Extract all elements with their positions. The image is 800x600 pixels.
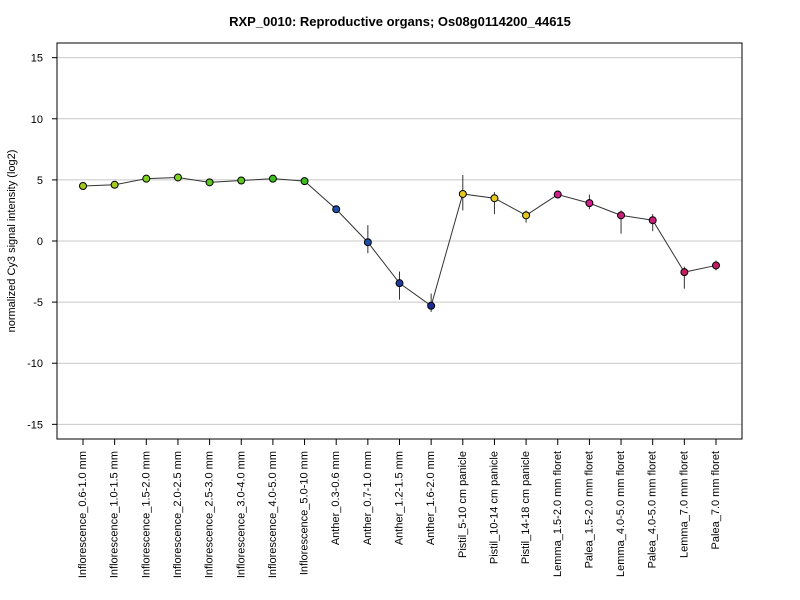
x-tick-label: Anther_0.3-0.6 mm <box>330 451 342 545</box>
y-axis-label: normalized Cy3 signal intensity (log2) <box>6 150 18 333</box>
x-tick-label: Inflorescence_2.5-3.0 mm <box>204 451 216 578</box>
x-axis: Inflorescence_0.6-1.0 mm Inflorescence_1.… <box>77 438 722 578</box>
x-tick-label: Inflorescence_3.0-4.0 mm <box>235 451 247 578</box>
x-tick-label: Pistil_14-18 cm panicle <box>520 451 532 564</box>
data-point <box>680 268 689 277</box>
y-tick-label: 5 <box>37 175 43 187</box>
y-axis: -15 -10 -5 0 5 10 15 <box>27 53 57 431</box>
y-tick-label: 0 <box>37 236 43 248</box>
y-tick-label: -5 <box>33 297 43 309</box>
x-tick-label: Inflorescence_1.0-1.5 mm <box>109 451 121 578</box>
x-tick-label: Inflorescence_4.0-5.0 mm <box>267 451 279 578</box>
data-point <box>585 199 594 208</box>
data-point <box>268 174 277 183</box>
x-tick-label: Inflorescence_2.0-2.5 mm <box>172 451 184 578</box>
data-point <box>553 190 562 199</box>
x-tick-label: Palea_4.0-5.0 mm floret <box>647 451 659 568</box>
chart-title: RXP_0010: Reproductive organs; Os08g0114… <box>229 14 571 29</box>
x-tick-label: Lemma_4.0-5.0 mm floret <box>615 451 627 577</box>
data-point <box>110 180 119 189</box>
data-point <box>300 177 309 186</box>
series <box>79 173 720 312</box>
x-tick-label: Palea_1.5-2.0 mm floret <box>583 451 595 568</box>
y-tick-label: -10 <box>27 358 43 370</box>
gridlines <box>57 57 742 425</box>
x-tick-label: Inflorescence_5.0-10 mm <box>299 451 311 575</box>
data-point <box>648 216 657 225</box>
data-point <box>395 279 404 288</box>
x-tick-label: Palea_7.0 mm floret <box>710 451 722 549</box>
x-tick-label: Anther_1.2-1.5 mm <box>394 451 406 545</box>
data-point <box>712 261 720 270</box>
data-point <box>617 211 626 220</box>
data-point <box>522 211 531 220</box>
x-tick-label: Pistil_5-10 cm panicle <box>457 451 469 558</box>
y-tick-label: 15 <box>31 53 43 65</box>
data-point <box>332 205 341 214</box>
y-tick-label: -15 <box>27 419 43 431</box>
x-tick-label: Lemma_7.0 mm floret <box>678 451 690 558</box>
data-point <box>490 194 499 203</box>
x-tick-label: Pistil_10-14 cm panicle <box>488 451 500 564</box>
y-tick-label: 10 <box>31 114 43 126</box>
x-tick-label: Lemma_1.5-2.0 mm floret <box>552 451 564 577</box>
data-point <box>363 238 372 247</box>
data-point <box>427 301 436 310</box>
data-point <box>458 189 467 198</box>
data-point <box>173 173 182 182</box>
data-point <box>237 176 246 185</box>
x-tick-label: Inflorescence_1.5-2.0 mm <box>140 451 152 578</box>
x-tick-label: Anther_0.7-1.0 mm <box>362 451 374 545</box>
x-tick-label: Inflorescence_0.6-1.0 mm <box>77 451 89 578</box>
data-point <box>142 174 151 183</box>
data-point <box>205 178 214 187</box>
data-point <box>79 182 87 190</box>
x-tick-label: Anther_1.6-2.0 mm <box>425 451 437 545</box>
